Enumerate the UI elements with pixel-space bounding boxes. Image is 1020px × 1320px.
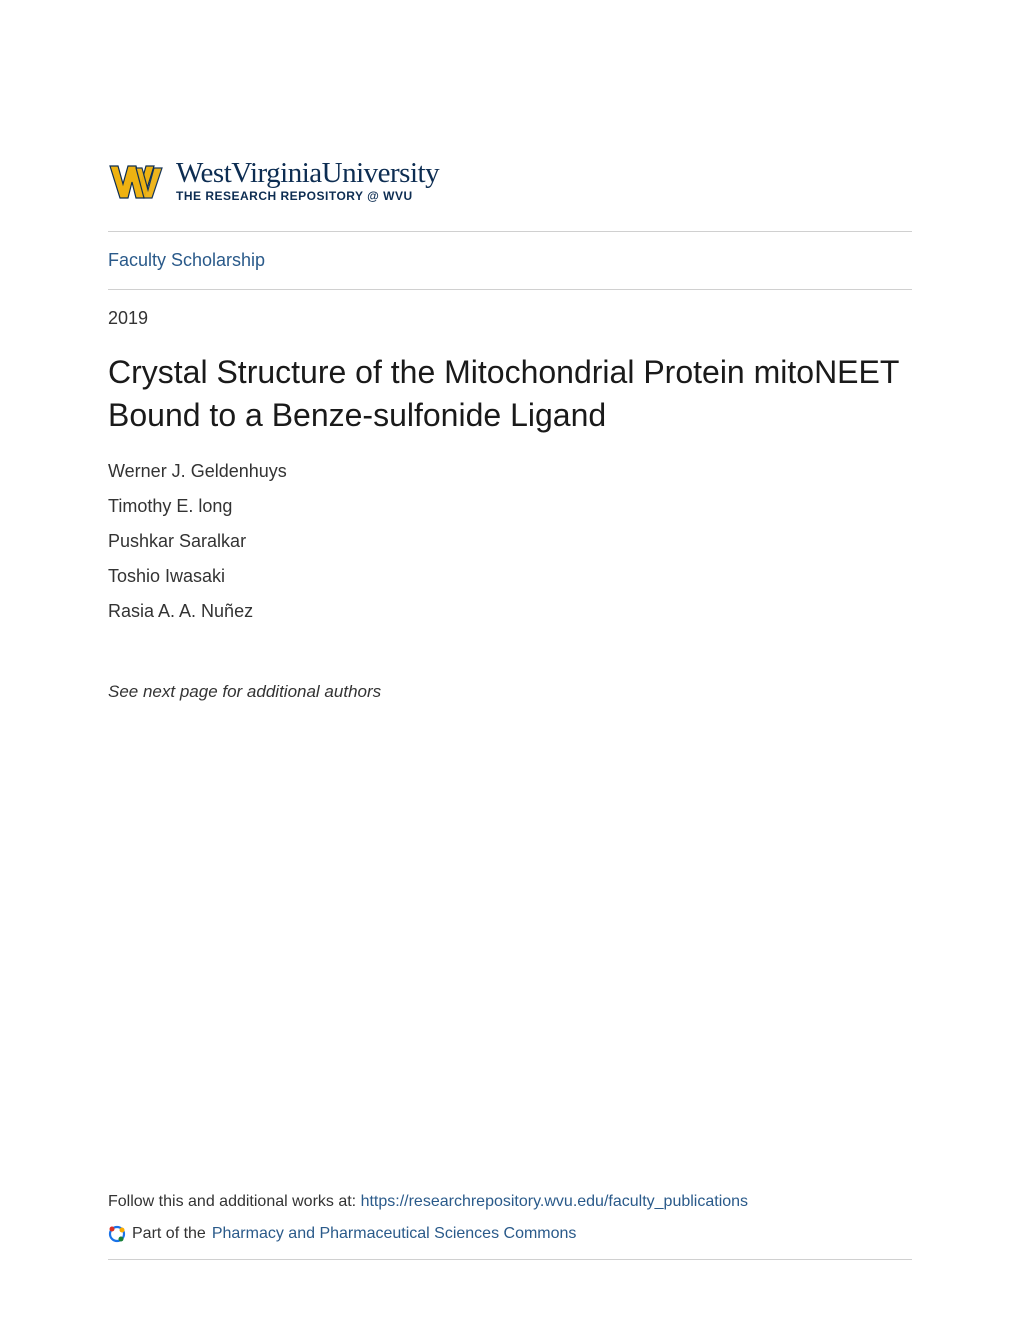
author-1: Timothy E. long: [108, 496, 912, 517]
author-3: Toshio Iwasaki: [108, 566, 912, 587]
partof-label: Part of the: [132, 1225, 206, 1243]
university-name: WestVirginiaUniversity THE RESEARCH REPO…: [176, 158, 439, 203]
university-name-main: WestVirginiaUniversity: [176, 158, 439, 188]
paper-title: Crystal Structure of the Mitochondrial P…: [108, 351, 912, 437]
see-next-page-note: See next page for additional authors: [108, 682, 912, 702]
repository-link[interactable]: https://researchrepository.wvu.edu/facul…: [361, 1193, 748, 1210]
divider-bottom: [108, 1259, 912, 1260]
publication-year: 2019: [108, 290, 912, 339]
author-2: Pushkar Saralkar: [108, 531, 912, 552]
partof-line: Part of the Pharmacy and Pharmaceutical …: [108, 1225, 912, 1243]
follow-line: Follow this and additional works at: htt…: [108, 1193, 912, 1211]
institution-logo-block: WestVirginiaUniversity THE RESEARCH REPO…: [108, 158, 912, 203]
network-icon: [108, 1225, 126, 1243]
author-4: Rasia A. A. Nuñez: [108, 601, 912, 622]
commons-link[interactable]: Pharmacy and Pharmaceutical Sciences Com…: [212, 1225, 577, 1243]
university-name-sub: THE RESEARCH REPOSITORY @ WVU: [176, 190, 439, 203]
spacer: [108, 702, 912, 1193]
page-container: WestVirginiaUniversity THE RESEARCH REPO…: [0, 0, 1020, 1320]
follow-label: Follow this and additional works at:: [108, 1193, 361, 1210]
footer: Follow this and additional works at: htt…: [108, 1193, 912, 1260]
faculty-scholarship-link[interactable]: Faculty Scholarship: [108, 232, 912, 289]
author-0: Werner J. Geldenhuys: [108, 461, 912, 482]
wv-logo-icon: [108, 160, 164, 202]
